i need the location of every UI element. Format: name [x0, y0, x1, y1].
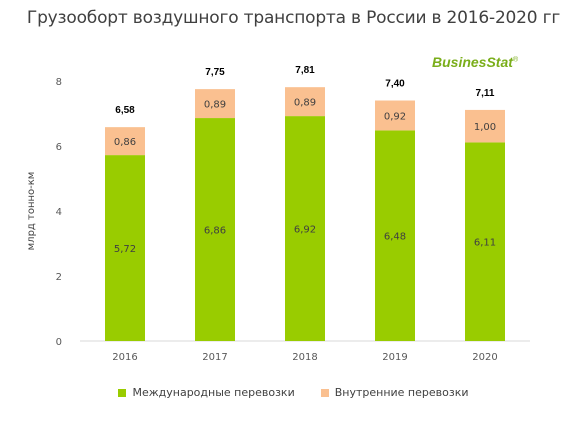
- y-tick-label: 8: [56, 77, 62, 88]
- bar-segment-domestic: [285, 87, 325, 117]
- x-tick-label: 2016: [112, 352, 137, 363]
- legend-item-international: Международные перевозки: [118, 386, 295, 399]
- legend-label-domestic: Внутренние перевозки: [334, 386, 469, 399]
- bar-value-label-international: 6,48: [384, 232, 406, 243]
- bar-value-label-domestic: 0,92: [384, 111, 406, 122]
- bar-total-label: 7,81: [295, 65, 315, 76]
- y-tick-label: 4: [56, 207, 62, 218]
- legend-swatch-domestic: [320, 388, 329, 397]
- x-tick-label: 2019: [382, 352, 407, 363]
- logo-registered-mark: ®: [512, 56, 519, 64]
- bar-value-label-domestic: 0,86: [114, 137, 136, 148]
- bar-segment-domestic: [375, 100, 415, 131]
- bar-segment-international: [465, 142, 505, 341]
- legend-item-domestic: Внутренние перевозки: [320, 386, 469, 399]
- bar-segment-international: [195, 118, 235, 341]
- bar-value-label-international: 5,72: [114, 244, 136, 255]
- logo-text: BusinesStat: [432, 54, 513, 70]
- bar-value-label-international: 6,86: [204, 226, 226, 237]
- legend-label-international: Международные перевозки: [132, 386, 295, 399]
- bar-segment-domestic: [105, 127, 145, 156]
- chart-title: Грузооборт воздушного транспорта в Росси…: [26, 8, 561, 28]
- y-axis-label: млрд тонно-км: [26, 172, 37, 251]
- bar-segment-domestic: [465, 109, 505, 143]
- bar-value-label-international: 6,92: [294, 225, 316, 236]
- bar-value-label-domestic: 1,00: [474, 122, 496, 133]
- legend-swatch-international: [118, 388, 127, 397]
- x-tick-label: 2020: [472, 352, 497, 363]
- bar-total-label: 7,75: [205, 67, 225, 78]
- bar-total-label: 7,11: [476, 88, 495, 99]
- y-tick-label: 2: [56, 272, 62, 283]
- bar-value-label-domestic: 0,89: [204, 100, 226, 111]
- bar-value-label-international: 6,11: [474, 238, 496, 249]
- y-tick-label: 0: [56, 337, 62, 348]
- x-tick-label: 2017: [202, 352, 227, 363]
- bar-total-label: 7,40: [385, 79, 405, 90]
- bar-segment-international: [285, 116, 325, 341]
- bar-segment-domestic: [195, 89, 235, 119]
- bar-segment-international: [105, 155, 145, 341]
- x-tick-label: 2018: [292, 352, 317, 363]
- y-tick-label: 6: [56, 142, 62, 153]
- legend: Международные перевозки Внутренние перев…: [0, 386, 587, 399]
- businesstat-logo: BusinesStat®: [432, 54, 518, 70]
- bar-value-label-domestic: 0,89: [294, 98, 316, 109]
- bar-segment-international: [375, 130, 415, 341]
- bar-total-label: 6,58: [115, 105, 135, 116]
